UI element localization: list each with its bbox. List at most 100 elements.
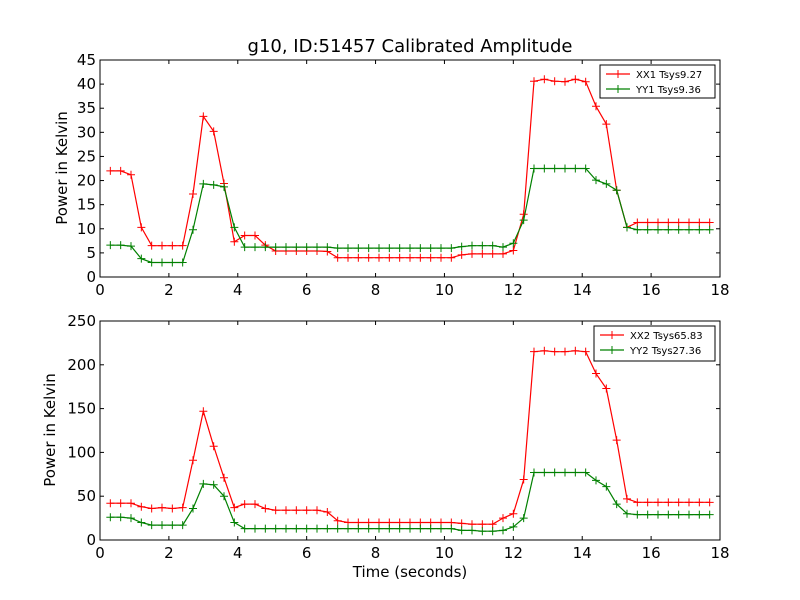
plot-bottom-series-2-point <box>251 524 259 533</box>
plot-top-series-2-point <box>251 243 259 252</box>
plot-bottom-series-1-point <box>685 498 693 507</box>
plot-top-series-1-point <box>602 120 611 129</box>
plot-top-series-2-point <box>354 244 363 253</box>
plot-top-series-2-point <box>540 164 549 173</box>
plot-top-legend: XX1 Tsys9.27 YY1 Tsys9.36 <box>599 64 716 99</box>
plot-bottom-series-2-point <box>158 521 166 530</box>
plot-bottom-series-1-point <box>230 503 239 512</box>
plot-top-series-1-point <box>406 253 414 262</box>
plot-bottom-xtick-label: 14 <box>573 544 592 562</box>
plot-bottom-series-1-point <box>695 498 704 507</box>
plot-top-series-1-point <box>137 223 146 232</box>
plot-top-series-1-point <box>561 77 569 86</box>
plot-top-series-2-point <box>158 258 166 267</box>
plot-bottom-series-2-point <box>220 492 228 501</box>
plot-top-series-2-point <box>189 225 197 234</box>
plot-top-series-2-point <box>581 164 590 173</box>
plot-bottom-series-2-point <box>106 513 115 522</box>
plot-top-series-1-point <box>550 77 559 86</box>
plot-bottom-legend-marker-1 <box>608 331 616 339</box>
plot-top-series-2-point <box>643 225 652 234</box>
plot-bottom-series-1-point <box>612 436 621 445</box>
plot-bottom-series-2-point <box>550 468 559 477</box>
plot-bottom-ytick-label: 100 <box>67 443 96 461</box>
plot-top-series-1-point <box>426 253 435 262</box>
plot-bottom-series-2-point <box>602 482 611 491</box>
plot-top-xtick-label: 18 <box>710 281 729 299</box>
plot-bottom-series-2-point <box>488 527 497 536</box>
plot-top-xtick-label: 4 <box>233 281 243 299</box>
plot-top-series-2-point <box>674 225 683 234</box>
plot-bottom-xtick-label: 16 <box>642 544 661 562</box>
plot-top-series-2-point <box>654 225 662 234</box>
plot-top-series-1-point <box>664 218 673 227</box>
plot-bottom-series-1-point <box>178 503 187 512</box>
plot-bottom-legend-box <box>593 325 716 362</box>
plot-bottom-series-2-point <box>643 510 652 519</box>
plot-top-series-1-point <box>147 241 156 250</box>
plot-top-xtick-label: 14 <box>573 281 592 299</box>
plot-bottom-series-1-point <box>220 473 228 482</box>
plot-bottom-ytick-label: 50 <box>77 487 96 505</box>
plot-bottom-series-2-point <box>333 524 342 533</box>
plot-top-series-1-point <box>395 253 404 262</box>
plot-top-series-2-point <box>519 216 528 225</box>
plot-bottom-series-1-point <box>106 499 115 508</box>
plot-bottom-series-2-point <box>127 514 135 523</box>
figure-title: g10, ID:51457 Calibrated Amplitude <box>248 36 573 57</box>
plot-bottom-series-2-point <box>664 510 673 519</box>
plot-top-series-2-point <box>106 241 115 250</box>
plot-top-series-2-point <box>488 241 497 250</box>
plot-top-series-1-point <box>509 246 518 255</box>
plot-top-legend-marker-1 <box>614 70 622 78</box>
plot-top-series-2-point <box>282 243 290 252</box>
plot-top-series-2-point <box>685 225 693 234</box>
plot-bottom-legend-marker-2 <box>608 346 616 354</box>
plot-bottom-series-1-point <box>602 384 611 393</box>
plot-top-series-1-line <box>110 78 710 259</box>
plot-bottom-series-1-point <box>530 347 538 356</box>
plot-top-xtick-label: 2 <box>164 281 174 299</box>
plot-bottom-series-2-point <box>540 468 549 477</box>
plot-top-ytick-label: 0 <box>86 268 96 286</box>
plot-top-series-2-point <box>220 182 228 191</box>
plot-bottom-ytick-label: 0 <box>86 531 96 549</box>
plot-top-series-1-point <box>199 112 208 121</box>
plot-bottom-xtick-label: 0 <box>95 544 105 562</box>
plot-top-series-2-point <box>406 244 414 253</box>
plot-top-ylabel: Power in Kelvin <box>53 111 71 225</box>
plot-top-series-2-point <box>664 225 673 234</box>
plot-bottom-series-2-point <box>633 510 642 519</box>
plot-top-series-1-point <box>178 241 187 250</box>
plot-top-legend-label-1: XX1 Tsys9.27 <box>636 70 702 81</box>
plot-bottom-series-1-point <box>313 506 321 515</box>
plot-bottom-series-2-point <box>282 524 290 533</box>
plot-bottom-series-1-point <box>550 347 559 356</box>
plot-top-series-1-point <box>127 170 135 179</box>
plot-bottom-series-2-point <box>468 526 476 535</box>
plot-bottom-series-2-point <box>519 514 528 523</box>
plot-top-series-1-point <box>333 253 342 262</box>
plot-bottom-series-1-point <box>540 346 549 355</box>
plot-top-series-1-point <box>447 253 456 262</box>
plot-top-series-1-point <box>499 249 507 258</box>
plot-top-ytick-label: 30 <box>77 123 96 141</box>
plot-top-series-1-point <box>592 102 600 111</box>
plot-top-series-1-point <box>695 218 704 227</box>
plot-top-ytick-label: 20 <box>77 172 96 190</box>
plot-bottom-series-1-point <box>147 504 156 513</box>
plot-bottom-series-2-point <box>302 524 311 533</box>
plot-bottom-series-1-point <box>571 346 580 355</box>
plot-top-series-2-point <box>571 164 580 173</box>
plot-top-xtick-label: 16 <box>642 281 661 299</box>
plot-bottom-series-2-point <box>147 521 156 530</box>
plot-top-ytick-label: 45 <box>77 51 96 69</box>
plot-bottom-series-1-point <box>189 456 197 465</box>
plot-bottom-series-2-point <box>674 510 683 519</box>
plot-bottom-xtick-label: 8 <box>371 544 381 562</box>
plot-bottom-series-2-point <box>447 524 456 533</box>
plot-top-series-1-point <box>488 249 497 258</box>
plot-top-series-1-point <box>571 75 580 84</box>
plot-top-series-2-point <box>261 243 270 252</box>
